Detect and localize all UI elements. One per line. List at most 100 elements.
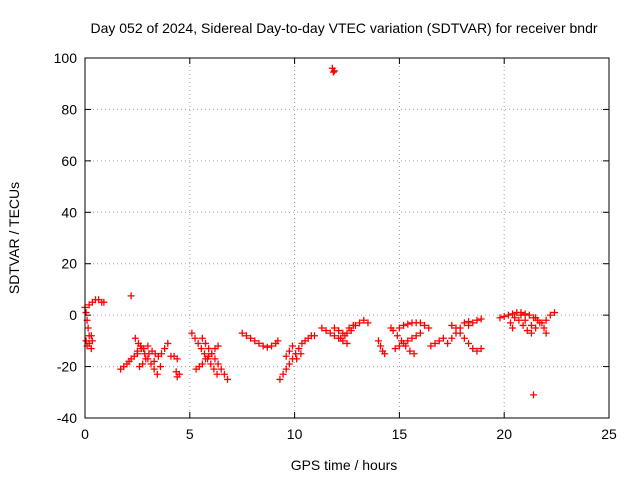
data-point — [131, 334, 139, 342]
data-point — [255, 339, 263, 347]
data-point — [496, 314, 504, 322]
data-point — [469, 345, 477, 353]
data-point — [381, 350, 389, 358]
data-point — [88, 337, 96, 345]
data-point — [214, 342, 222, 350]
data-point — [197, 345, 205, 353]
data-point — [435, 337, 443, 345]
data-point — [356, 319, 364, 327]
data-point — [82, 309, 90, 317]
data-point — [274, 337, 282, 345]
y-tick-label: -40 — [57, 410, 77, 426]
data-point — [444, 339, 452, 347]
data-point — [540, 324, 548, 332]
data-point — [374, 337, 382, 345]
data-point — [127, 292, 135, 300]
data-point — [404, 320, 412, 328]
data-point — [473, 316, 481, 324]
x-axis-label: GPS time / hours — [291, 457, 398, 473]
data-point — [546, 311, 554, 319]
axis-ticks: 0 5 10 15 20 25 -40 -20 0 20 40 60 80 100 — [54, 50, 617, 442]
data-point — [525, 311, 533, 319]
data-point — [295, 345, 303, 353]
data-point — [343, 339, 351, 347]
data-point — [509, 310, 517, 318]
x-tick-label: 20 — [496, 426, 512, 442]
data-point — [360, 316, 368, 324]
data-point — [329, 68, 337, 76]
data-point — [521, 316, 529, 324]
data-point — [364, 319, 372, 327]
data-point — [268, 342, 276, 350]
data-point — [410, 350, 418, 358]
data-point — [173, 355, 181, 363]
data-point — [477, 315, 485, 323]
data-point — [427, 342, 435, 350]
data-point — [412, 332, 420, 340]
data-point — [452, 324, 460, 332]
data-point — [87, 345, 95, 353]
data-point — [282, 352, 290, 360]
data-point — [504, 311, 512, 319]
data-point — [161, 345, 169, 353]
y-tick-label: 80 — [61, 101, 77, 117]
data-point — [142, 355, 150, 363]
data-point — [416, 319, 424, 327]
data-point — [100, 298, 108, 306]
data-point — [276, 375, 284, 383]
data-point — [318, 324, 326, 332]
data-point — [213, 370, 221, 378]
data-point — [140, 345, 148, 353]
data-point — [400, 321, 408, 329]
data-point — [406, 347, 414, 355]
data-point — [345, 324, 353, 332]
data-point — [330, 67, 338, 75]
data-point — [393, 332, 401, 340]
data-point — [326, 329, 334, 337]
data-point — [532, 324, 540, 332]
data-point — [259, 342, 267, 350]
data-point — [194, 339, 202, 347]
data-point — [551, 309, 559, 317]
data-point — [224, 375, 232, 383]
data-point — [251, 337, 259, 345]
grid — [85, 58, 609, 418]
data-point — [473, 347, 481, 355]
data-point — [164, 339, 172, 347]
data-point — [506, 319, 514, 327]
data-point — [311, 332, 319, 340]
data-point — [408, 334, 416, 342]
data-point — [263, 343, 271, 351]
y-tick-label: 20 — [61, 256, 77, 272]
data-point — [460, 334, 468, 342]
data-point — [279, 370, 287, 378]
data-series — [81, 64, 559, 399]
data-point — [335, 327, 343, 335]
data-point — [391, 345, 399, 353]
data-point — [208, 350, 216, 358]
data-point — [469, 319, 477, 327]
y-tick-label: 60 — [61, 153, 77, 169]
data-point — [527, 329, 535, 337]
data-point — [431, 339, 439, 347]
data-point — [456, 329, 464, 337]
data-point — [532, 314, 540, 322]
data-point — [439, 334, 447, 342]
data-point — [337, 334, 345, 342]
data-point — [421, 321, 429, 329]
data-point — [448, 334, 456, 342]
data-point — [207, 360, 215, 368]
data-point — [158, 350, 166, 358]
data-point — [87, 332, 95, 340]
data-point — [527, 321, 535, 329]
data-point — [282, 365, 290, 373]
data-point — [536, 319, 544, 327]
data-point — [217, 365, 225, 373]
data-point — [416, 329, 424, 337]
data-point — [341, 332, 349, 340]
data-point — [175, 370, 183, 378]
data-point — [425, 324, 433, 332]
x-tick-label: 25 — [601, 426, 617, 442]
data-point — [242, 332, 250, 340]
x-tick-label: 15 — [392, 426, 408, 442]
